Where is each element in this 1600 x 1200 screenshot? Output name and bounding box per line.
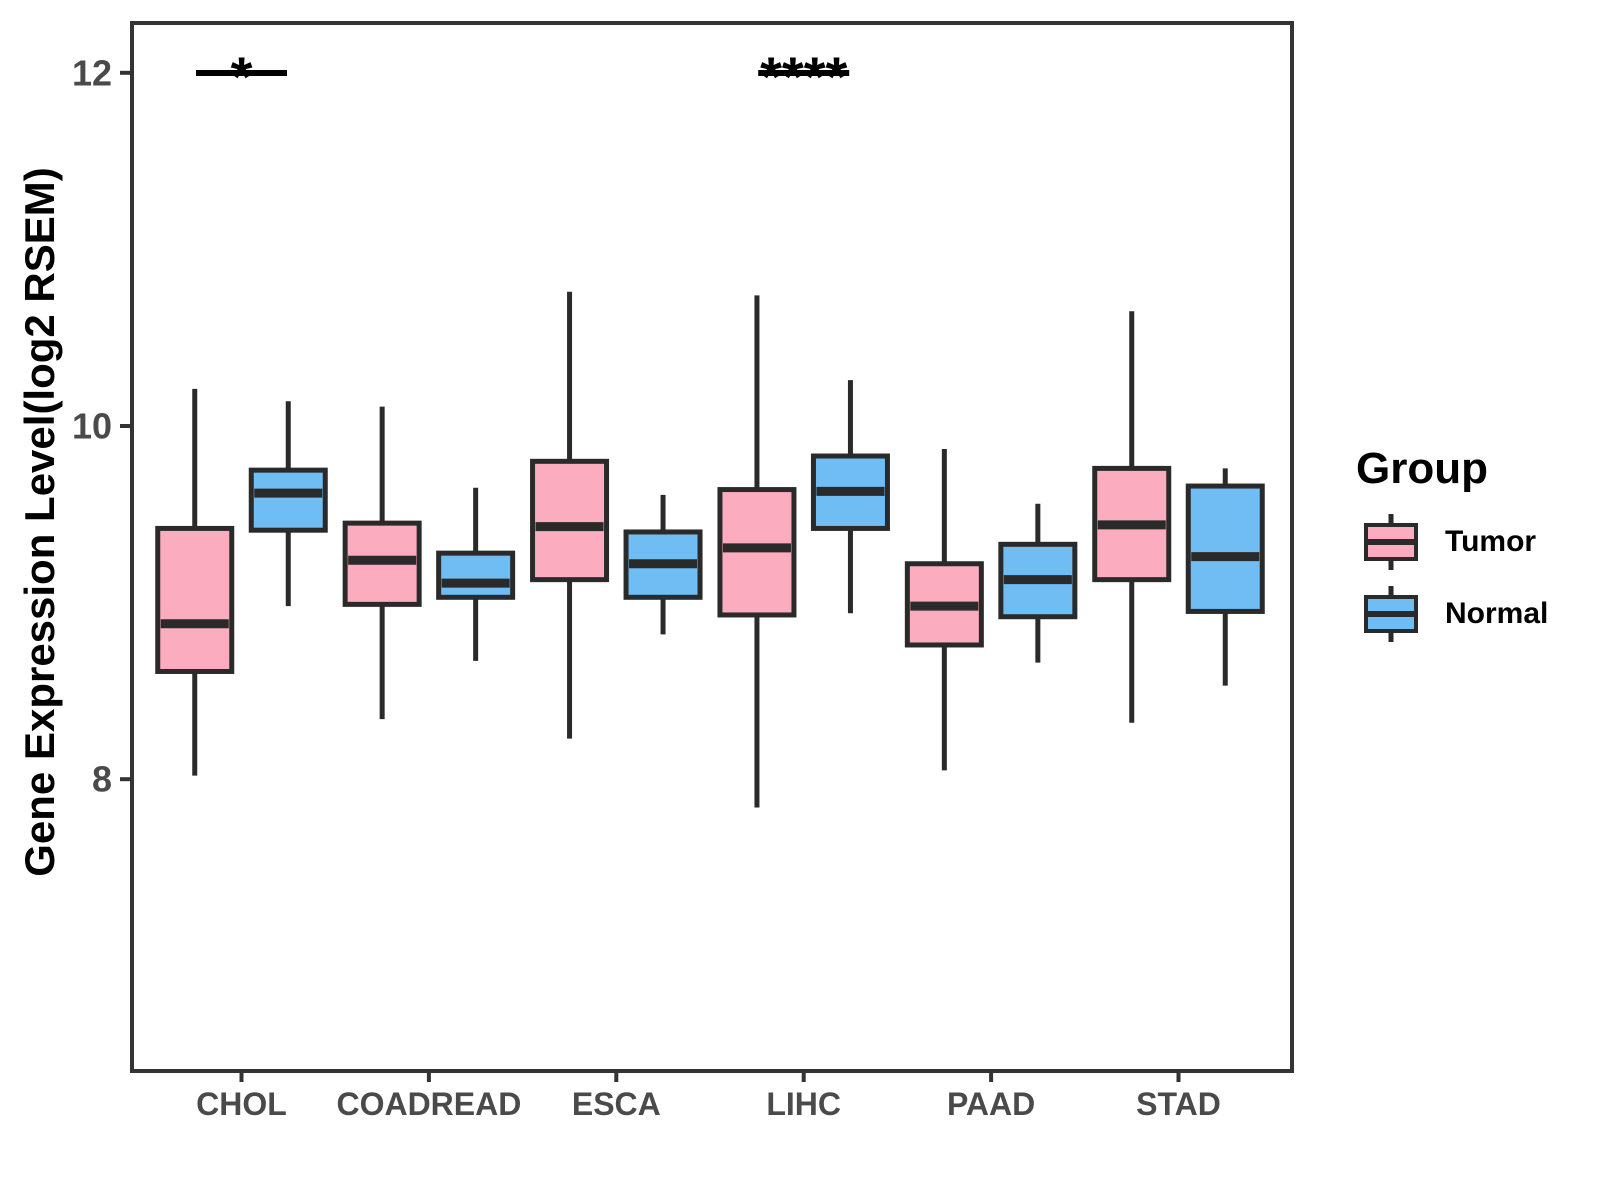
iqr-box bbox=[248, 467, 328, 533]
normal-boxplot-key-icon bbox=[1364, 586, 1418, 642]
significance-stars-chol: * bbox=[231, 45, 253, 108]
x-tick-label: STAD bbox=[1136, 1086, 1221, 1122]
normal-box-coadread bbox=[436, 487, 516, 661]
panel-border bbox=[130, 21, 1294, 1073]
significance-stars-lihc: **** bbox=[760, 45, 847, 108]
tumor-box-chol bbox=[155, 388, 235, 776]
tumor-boxplot-key-icon bbox=[1364, 514, 1418, 570]
normal-box-lihc bbox=[810, 380, 890, 614]
y-tick-label: 10 bbox=[72, 406, 112, 447]
x-tick-label: PAAD bbox=[947, 1086, 1035, 1122]
y-tick-label: 12 bbox=[72, 52, 112, 93]
legend-item-tumor: Tumor bbox=[1363, 512, 1548, 572]
y-tick-label: 8 bbox=[92, 759, 112, 800]
tumor-box-stad bbox=[1092, 311, 1172, 723]
normal-box-stad bbox=[1185, 468, 1265, 686]
legend-item-normal: Normal bbox=[1363, 584, 1548, 644]
x-tick-label: CHOL bbox=[196, 1086, 287, 1122]
iqr-box bbox=[155, 525, 235, 674]
iqr-box bbox=[1185, 483, 1265, 614]
x-tick-label: LIHC bbox=[766, 1086, 841, 1122]
legend-title: Group bbox=[1356, 444, 1488, 493]
tumor-box-esca bbox=[530, 291, 610, 739]
iqr-box bbox=[436, 550, 516, 600]
x-tick-label: COADREAD bbox=[336, 1086, 521, 1122]
tumor-box-coadread bbox=[342, 406, 422, 720]
legend-label-normal: Normal bbox=[1445, 597, 1549, 630]
tumor-box-paad bbox=[904, 448, 984, 771]
x-tick-label: ESCA bbox=[572, 1086, 661, 1122]
normal-box-esca bbox=[623, 494, 703, 635]
iqr-box bbox=[530, 458, 610, 583]
legend-label-tumor: Tumor bbox=[1445, 525, 1537, 558]
normal-box-paad bbox=[998, 503, 1078, 663]
legend: Group Tumor Normal bbox=[1356, 444, 1548, 656]
normal-box-chol bbox=[248, 401, 328, 607]
y-axis-title: Gene Expression Level(log2 RSEM) bbox=[16, 167, 63, 877]
tumor-box-lihc bbox=[717, 295, 797, 808]
